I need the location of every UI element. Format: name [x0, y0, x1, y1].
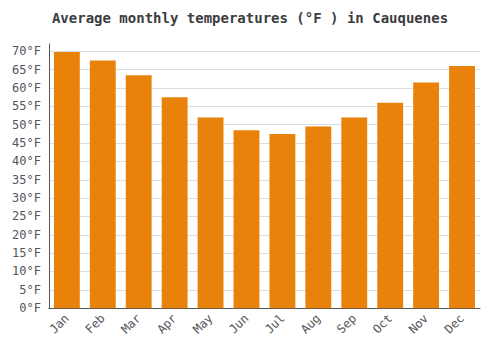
- svg-text:10°F: 10°F: [12, 264, 41, 278]
- svg-text:May: May: [190, 311, 215, 336]
- svg-text:Sep: Sep: [334, 311, 359, 336]
- svg-text:Aug: Aug: [298, 311, 323, 336]
- svg-text:Oct: Oct: [370, 311, 395, 336]
- svg-text:Jul: Jul: [262, 311, 287, 336]
- svg-text:15°F: 15°F: [12, 246, 41, 260]
- svg-text:0°F: 0°F: [19, 301, 41, 315]
- svg-text:35°F: 35°F: [12, 173, 41, 187]
- svg-text:30°F: 30°F: [12, 191, 41, 205]
- svg-text:Nov: Nov: [406, 311, 431, 336]
- svg-text:65°F: 65°F: [12, 63, 41, 77]
- svg-text:45°F: 45°F: [12, 136, 41, 150]
- svg-text:Apr: Apr: [154, 311, 179, 336]
- svg-text:20°F: 20°F: [12, 228, 41, 242]
- svg-text:Feb: Feb: [83, 311, 108, 336]
- svg-text:70°F: 70°F: [12, 44, 41, 58]
- svg-text:60°F: 60°F: [12, 81, 41, 95]
- svg-text:50°F: 50°F: [12, 118, 41, 132]
- svg-text:55°F: 55°F: [12, 99, 41, 113]
- svg-text:Dec: Dec: [442, 311, 467, 336]
- svg-text:5°F: 5°F: [19, 283, 41, 297]
- svg-text:Jan: Jan: [47, 311, 72, 336]
- svg-text:Mar: Mar: [118, 311, 143, 336]
- svg-text:Average monthly temperatures (: Average monthly temperatures (°F ) in Ca…: [52, 10, 448, 26]
- svg-text:25°F: 25°F: [12, 209, 41, 223]
- svg-text:40°F: 40°F: [12, 154, 41, 168]
- svg-text:Jun: Jun: [226, 311, 251, 336]
